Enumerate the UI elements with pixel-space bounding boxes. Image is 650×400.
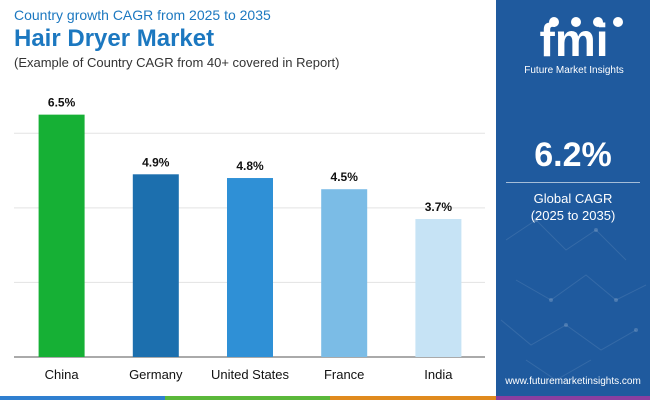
sidebar-panel: fmi Future Market Insights 6.2% Global C… <box>496 0 650 400</box>
global-cagr-label-line1: Global CAGR <box>533 191 613 206</box>
x-tick-label-germany: Germany <box>129 367 183 382</box>
data-label-germany: 4.9% <box>142 155 170 169</box>
global-cagr-label-line2: (2025 to 2035) <box>530 208 616 223</box>
background-pattern <box>500 218 647 381</box>
chart-kicker: Country growth CAGR from 2025 to 2035 <box>14 7 271 23</box>
footer-stripe-2 <box>165 396 330 400</box>
bar-india <box>415 219 462 357</box>
bar-germany <box>132 174 179 357</box>
footer-stripe-4 <box>496 396 650 400</box>
bar-china <box>38 114 85 357</box>
bar-france <box>321 189 368 357</box>
x-tick-label-china: China <box>45 367 80 382</box>
global-cagr-value: 6.2% <box>534 136 612 174</box>
x-tick-label-india: India <box>424 367 453 382</box>
data-label-united-states: 4.8% <box>236 159 264 173</box>
global-cagr-label: Global CAGR (2025 to 2035) <box>496 190 650 224</box>
data-label-china: 6.5% <box>48 96 76 110</box>
logo-caption: Future Market Insights <box>524 65 624 76</box>
data-label-france: 4.5% <box>331 170 359 184</box>
footer-stripe-1 <box>0 396 165 400</box>
x-tick-label-united-states: United States <box>211 367 290 382</box>
data-label-india: 3.7% <box>425 200 453 214</box>
chart-title: Hair Dryer Market <box>14 25 215 52</box>
bar-united-states <box>227 178 273 357</box>
logo-globe-icon <box>549 17 559 27</box>
fmi-logo: fmi Future Market Insights <box>514 14 634 77</box>
chart-note: (Example of Country CAGR from 40+ covere… <box>14 55 340 70</box>
bar-chart: 6.5% China 4.9% Germany 4.8% United States 4.5… <box>14 96 485 382</box>
fmi-logo-mark: fmi <box>540 14 623 66</box>
website-link[interactable]: www.futuremarketinsights.com <box>505 376 641 387</box>
logo-gear-icon <box>613 17 623 27</box>
chart-header: Country growth CAGR from 2025 to 2035 Ha… <box>14 6 484 72</box>
stat-divider <box>506 182 640 183</box>
logo-chart-icon <box>593 17 603 27</box>
logo-people-icon <box>571 17 581 27</box>
x-tick-label-france: France <box>324 367 364 382</box>
footer-stripe-3 <box>330 396 496 400</box>
